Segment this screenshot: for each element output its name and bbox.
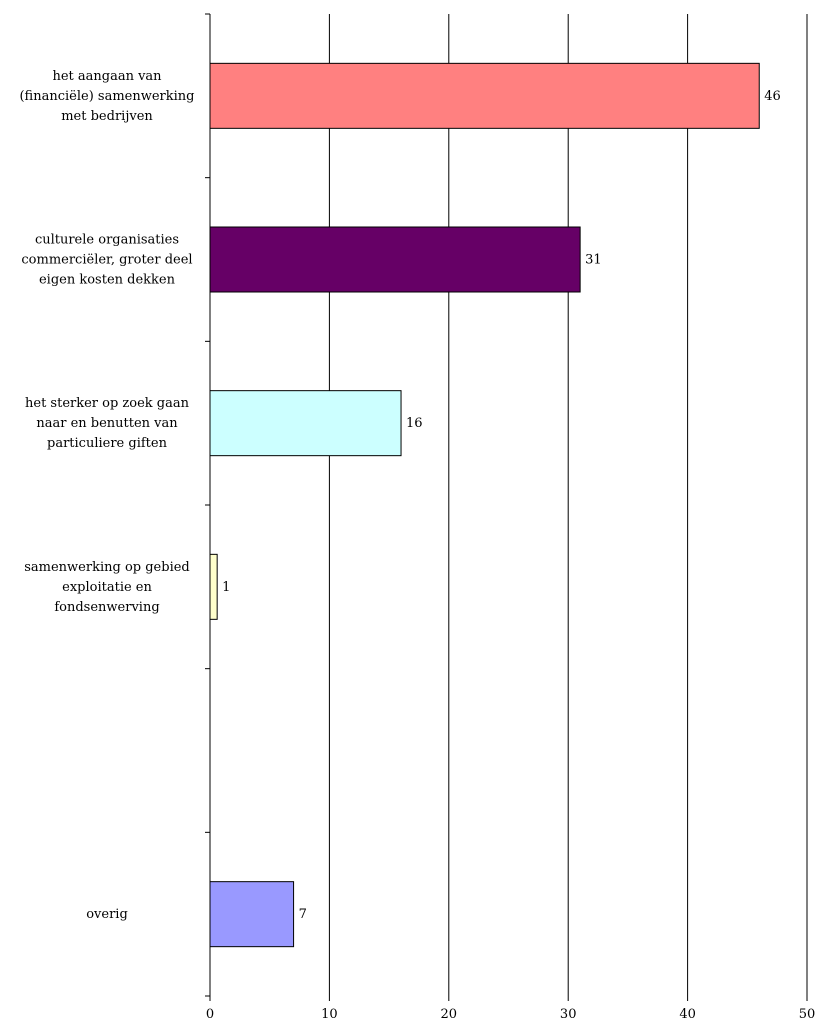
category-label-4: samenwerking op gebied exploitatie en fond…: [24, 560, 190, 615]
x-tick-label-20: 20: [441, 1007, 458, 1022]
bar-2: [209, 226, 581, 293]
data-label-1: 46: [764, 89, 781, 104]
data-label-4: 1: [222, 580, 230, 595]
axes: [205, 13, 808, 1001]
x-tick-labels: 0 10 20 30 40 50: [206, 1007, 815, 1022]
bar-6: [209, 881, 295, 948]
x-tick-label-0: 0: [206, 1007, 214, 1022]
category-label-2: culturele organisaties commerciëler, grot…: [21, 233, 192, 288]
x-tick-label-30: 30: [560, 1007, 577, 1022]
data-label-6: 7: [299, 907, 307, 922]
category-label-6: overig: [86, 907, 128, 922]
bar-1: [209, 62, 760, 129]
category-label-3: het sterker op zoek gaan naar en benutten…: [25, 396, 190, 451]
data-label-2: 31: [585, 253, 602, 268]
gridlines: [328, 14, 808, 996]
category-label-1: het aangaan van (financiële) samenwerking…: [19, 69, 194, 124]
x-tick-label-50: 50: [799, 1007, 816, 1022]
bar-3: [209, 390, 402, 457]
bar-4: [209, 553, 218, 620]
data-label-3: 16: [406, 416, 423, 431]
bars: [209, 62, 760, 948]
value-labels: 46 31 16 1 7: [222, 89, 781, 922]
category-labels: het aangaan van (financiële) samenwerking…: [19, 69, 194, 922]
x-tick-label-40: 40: [679, 1007, 696, 1022]
x-tick-label-10: 10: [321, 1007, 338, 1022]
